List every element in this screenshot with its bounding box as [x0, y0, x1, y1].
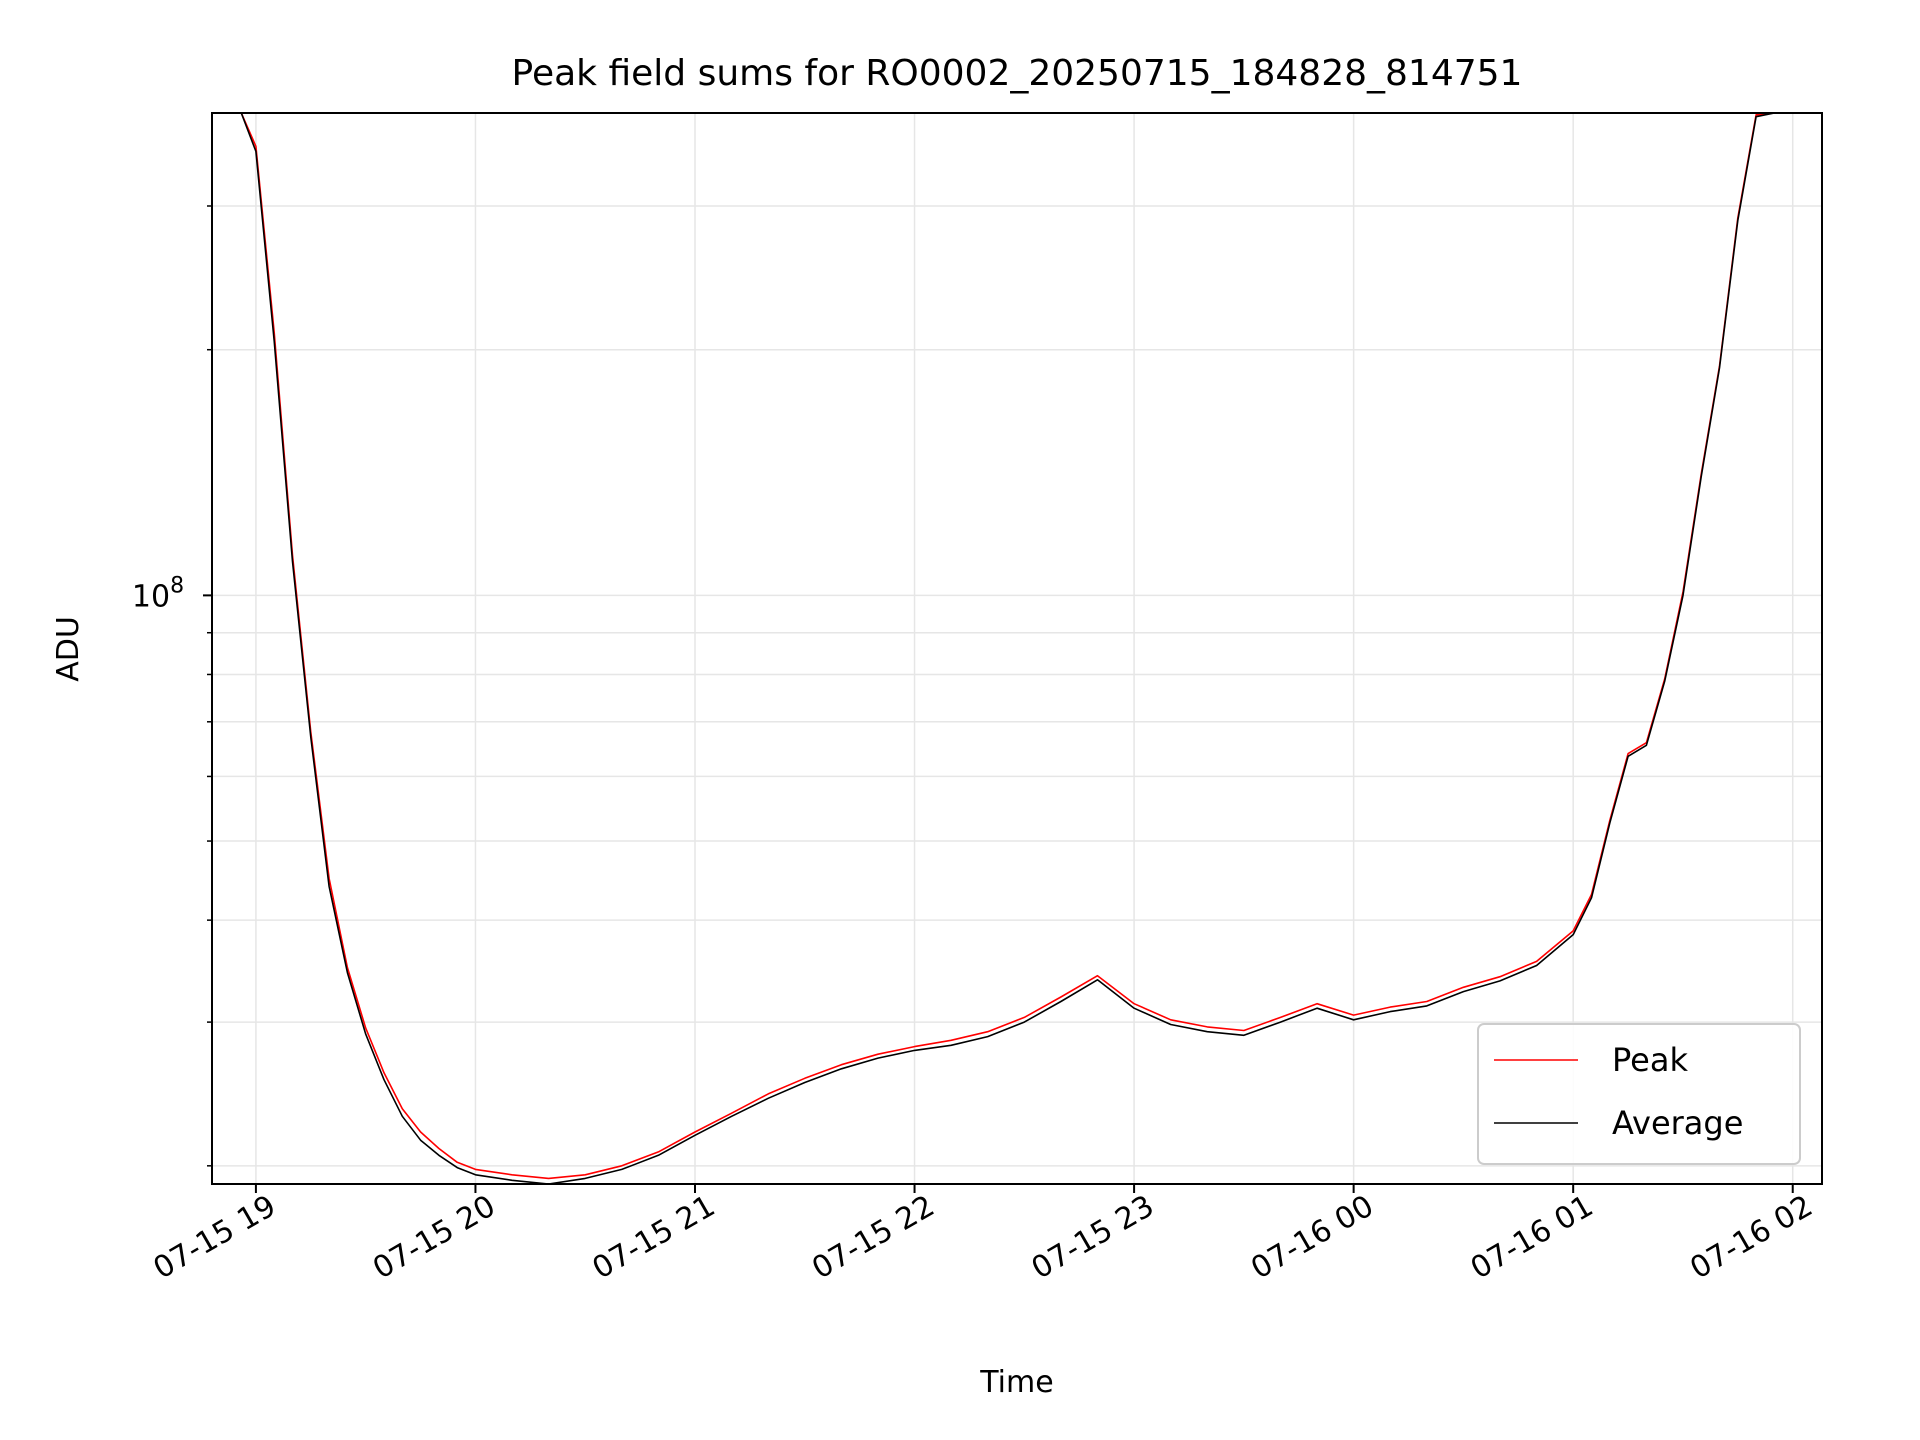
legend-box [1477, 1023, 1801, 1165]
legend-label-peak: Peak [1612, 1041, 1688, 1079]
x-axis-label: Time [979, 1365, 1053, 1400]
y-tick-label: 108 [132, 573, 184, 614]
plot-frame [211, 112, 1823, 1185]
legend: Peak Average [1477, 1023, 1801, 1165]
y-axis-label: ADU [51, 616, 86, 682]
legend-label-average: Average [1612, 1104, 1743, 1142]
chart-title: Peak field sums for RO0002_20250715_1848… [512, 53, 1523, 94]
plot-series [240, 113, 1775, 1184]
grid-lines [212, 113, 1822, 1184]
series-line-average [240, 113, 1775, 1184]
